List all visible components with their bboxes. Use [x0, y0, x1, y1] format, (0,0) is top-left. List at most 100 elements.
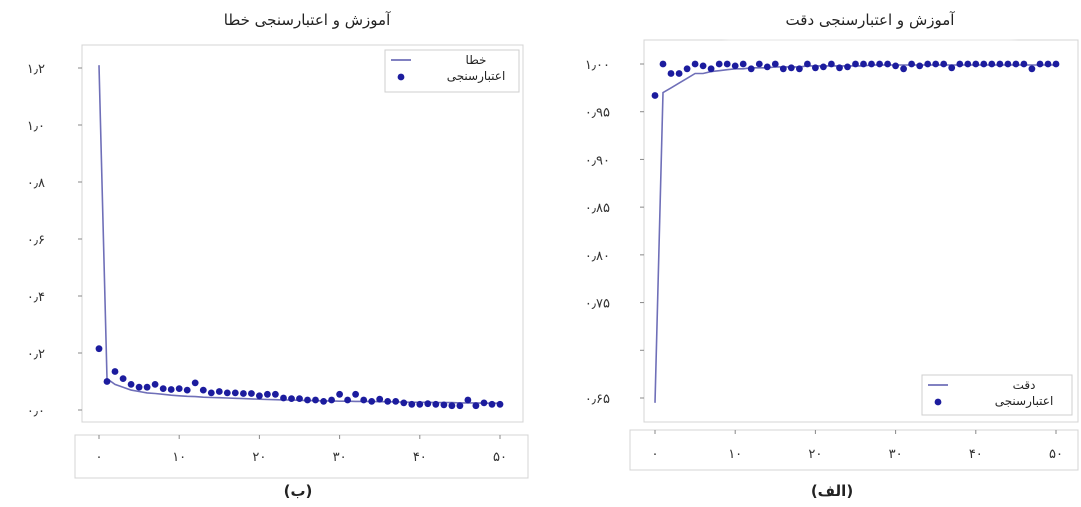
data-point [135, 383, 143, 391]
data-point [223, 389, 231, 397]
data-point [440, 401, 448, 409]
data-point [448, 402, 456, 410]
data-point [248, 390, 255, 397]
data-point [103, 378, 111, 385]
data-point [876, 60, 883, 68]
data-point [988, 60, 996, 68]
data-point [868, 60, 875, 68]
panel-label: (الف) [810, 482, 854, 500]
y-tick-label: ۰٫۸ [27, 176, 45, 191]
data-point [996, 60, 1004, 68]
data-point [392, 398, 400, 405]
data-point [828, 60, 835, 68]
plot-frame [643, 39, 1079, 423]
data-point [424, 400, 432, 408]
data-point [675, 70, 683, 77]
y-tick-label: ۰٫۶ [27, 233, 45, 248]
data-point [488, 400, 496, 408]
data-point [932, 60, 940, 68]
data-point [256, 392, 263, 400]
data-point [884, 60, 891, 68]
accuracy-chart: ۰٫۶۵ ۰٫۷۵ ۰٫۸۰ ۰٫۸۵ ۰٫۹۰ ۰٫۹۵ ۱٫۰۰ ۰ ۱۰ ۲۰ ۳۰ ۴۰ ۵۰ د… [585, 39, 1079, 471]
legend-label: خطا [466, 53, 487, 67]
y-tick-label: ۰٫۹۵ [585, 106, 610, 121]
data-point [972, 60, 980, 68]
data-point [779, 65, 787, 73]
data-point [1036, 60, 1044, 68]
x-tick-label: ۱۰ [172, 450, 186, 465]
data-point [667, 70, 675, 77]
chart-title: آموزش و اعتبارسنجی دقت [728, 4, 1012, 36]
data-point [304, 396, 311, 404]
y-tick-label: ۰٫۹۰ [585, 153, 610, 168]
data-point [747, 65, 755, 73]
data-point [956, 60, 964, 68]
y-tick-label: ۱٫۲ [27, 62, 45, 77]
data-point [739, 60, 747, 68]
legend-dot-swatch [934, 398, 942, 406]
x-axis-panel [74, 434, 529, 479]
accuracy-chart-figure: ۰٫۶۵ ۰٫۷۵ ۰٫۸۰ ۰٫۸۵ ۰٫۹۰ ۰٫۹۵ ۱٫۰۰ ۰ ۱۰ ۲۰ ۳۰ ۴۰ ۵۰ د… [540, 0, 1081, 507]
data-point [900, 65, 907, 73]
plot-frame [81, 44, 524, 423]
y-tick-label: ۰٫۸۵ [585, 201, 610, 216]
data-point [820, 63, 827, 71]
legend-label: دقت [1013, 378, 1036, 392]
y-tick-label: ۰٫۴ [27, 290, 45, 305]
data-point [771, 60, 779, 68]
data-point [480, 399, 488, 407]
legend-box [921, 374, 1073, 416]
data-point [432, 400, 440, 408]
data-point [320, 398, 327, 405]
data-point [159, 385, 167, 392]
data-point [715, 60, 723, 68]
data-point [167, 386, 175, 393]
legend-label: اعتبارسنجی [995, 394, 1054, 409]
legend-dot-swatch [397, 73, 405, 81]
data-point [408, 400, 416, 408]
data-point [860, 60, 867, 68]
data-point [175, 385, 183, 392]
data-point [1012, 60, 1020, 68]
x-tick-label: ۴۰ [413, 450, 427, 465]
x-tick-label: ۰ [652, 447, 659, 462]
data-point [384, 398, 392, 405]
data-point [312, 396, 319, 404]
legend-box [384, 49, 520, 93]
x-tick-label: ۲۰ [252, 450, 266, 465]
data-point [272, 390, 279, 398]
data-point [368, 398, 376, 405]
data-point [191, 379, 199, 387]
data-point [908, 60, 915, 68]
data-point [472, 402, 480, 410]
data-point [464, 396, 472, 404]
data-point [651, 92, 659, 99]
loss-chart-figure: ۰٫۰ ۰٫۲ ۰٫۴ ۰٫۶ ۰٫۸ ۱٫۰ ۱٫۲ ۰ ۱۰ ۲۰ ۳۰ ۴۰ ۵۰ خطا اعتبا… [0, 0, 540, 507]
data-point [215, 388, 223, 395]
data-point [456, 402, 464, 410]
data-point [892, 62, 899, 70]
data-point [796, 65, 803, 73]
data-point [344, 396, 351, 404]
x-tick-label: ۳۰ [889, 447, 903, 462]
panel-label: (ب) [283, 482, 313, 500]
data-point [812, 64, 819, 72]
x-tick-label: ۲۰ [808, 447, 822, 462]
data-point [296, 395, 303, 402]
data-point [111, 368, 119, 375]
data-point [683, 65, 691, 73]
data-point [852, 60, 859, 68]
data-point [336, 390, 343, 398]
y-tick-label: ۰٫۶۵ [585, 392, 610, 407]
data-point [496, 400, 504, 408]
y-tick-label: ۰٫۷۵ [585, 297, 610, 312]
data-point [924, 60, 932, 68]
data-point [1052, 60, 1060, 68]
data-point [264, 390, 271, 398]
data-point [723, 60, 731, 68]
loss-chart: ۰٫۰ ۰٫۲ ۰٫۴ ۰٫۶ ۰٫۸ ۱٫۰ ۱٫۲ ۰ ۱۰ ۲۰ ۳۰ ۴۰ ۵۰ خطا اعتبا… [27, 44, 529, 479]
data-point [948, 64, 956, 72]
x-tick-label: ۴۰ [969, 447, 983, 462]
data-point [95, 345, 103, 353]
x-tick-label: ۵۰ [1049, 447, 1063, 462]
